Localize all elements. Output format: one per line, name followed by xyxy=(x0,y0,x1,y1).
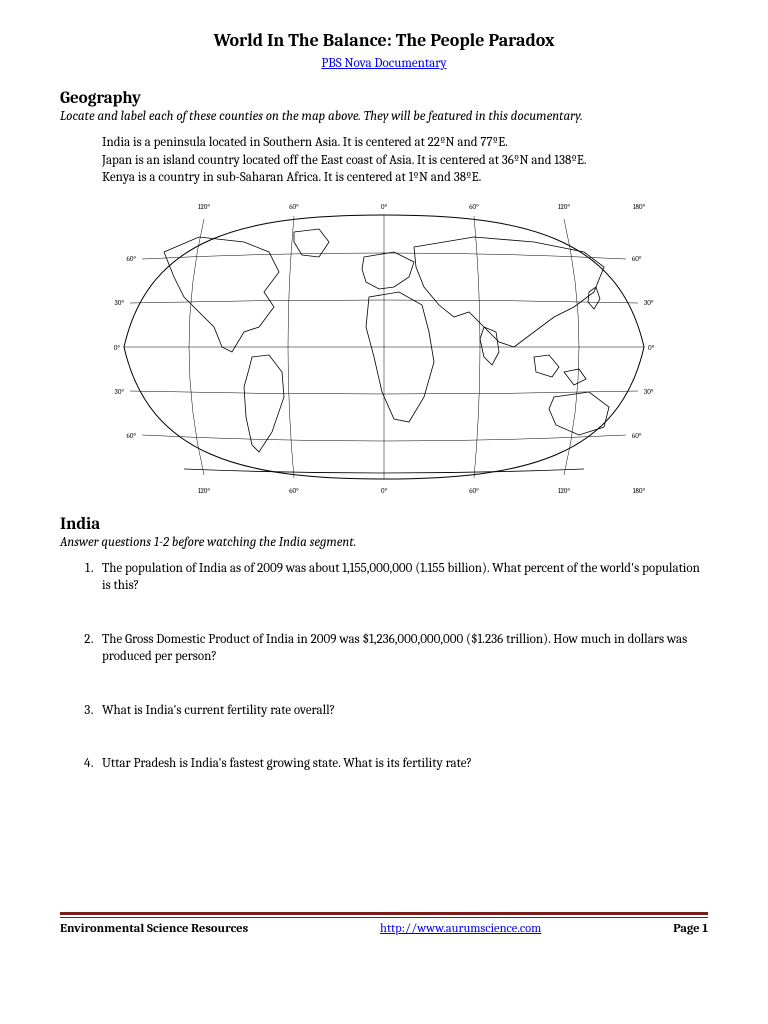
geography-heading: Geography xyxy=(60,89,708,108)
lon-label: 0° xyxy=(381,203,388,211)
geo-fact: India is a peninsula located in Southern… xyxy=(102,134,708,152)
world-map: 120° 60° 0° 60° 120° 180° xyxy=(60,197,708,501)
map-svg: 120° 60° 0° 60° 120° 180° xyxy=(104,197,664,497)
lat-label: 60° xyxy=(632,255,642,263)
lat-label: 30° xyxy=(644,388,654,396)
india-heading: India xyxy=(60,515,708,534)
lon-label: 120° xyxy=(558,203,570,211)
india-questions: The population of India as of 2009 was a… xyxy=(86,560,708,773)
question: What is India's current fertility rate o… xyxy=(96,702,708,720)
lat-label: 0° xyxy=(114,344,121,352)
footer-left: Environmental Science Resources xyxy=(60,922,248,936)
lon-label: 120° xyxy=(198,203,210,211)
lat-label: 30° xyxy=(644,299,654,307)
page-title: World In The Balance: The People Paradox xyxy=(60,30,708,51)
lat-label: 30° xyxy=(115,388,125,396)
lat-label: 0° xyxy=(648,344,655,352)
lat-label: 60° xyxy=(126,432,136,440)
page-footer: Environmental Science Resources http://w… xyxy=(60,912,708,936)
lon-label: 180° xyxy=(633,487,646,495)
lon-label: 180° xyxy=(633,203,646,211)
lon-label: 0° xyxy=(381,487,388,495)
lon-label: 60° xyxy=(289,487,299,495)
geography-instruction: Locate and label each of these counties … xyxy=(60,109,708,124)
lat-label: 60° xyxy=(632,432,642,440)
lon-label: 120° xyxy=(558,487,570,495)
lon-label: 60° xyxy=(469,487,479,495)
geo-fact: Japan is an island country located off t… xyxy=(102,152,708,170)
document-page: World In The Balance: The People Paradox… xyxy=(0,0,768,960)
pbs-link[interactable]: PBS Nova Documentary xyxy=(321,56,446,71)
footer-link[interactable]: http://www.aurumscience.com xyxy=(380,922,541,936)
question: The population of India as of 2009 was a… xyxy=(96,560,708,595)
question: The Gross Domestic Product of India in 2… xyxy=(96,631,708,666)
footer-rule xyxy=(60,912,708,918)
lat-label: 30° xyxy=(115,299,125,307)
geo-fact: Kenya is a country in sub-Saharan Africa… xyxy=(102,169,708,187)
subtitle-link-wrap: PBS Nova Documentary xyxy=(60,53,708,71)
lon-label: 120° xyxy=(198,487,210,495)
lat-label: 60° xyxy=(126,255,136,263)
question: Uttar Pradesh is India's fastest growing… xyxy=(96,755,708,773)
lon-label: 60° xyxy=(289,203,299,211)
india-instruction: Answer questions 1-2 before watching the… xyxy=(60,535,708,550)
footer-right: Page 1 xyxy=(673,922,708,936)
geography-facts: India is a peninsula located in Southern… xyxy=(102,134,708,187)
lon-label: 60° xyxy=(469,203,479,211)
